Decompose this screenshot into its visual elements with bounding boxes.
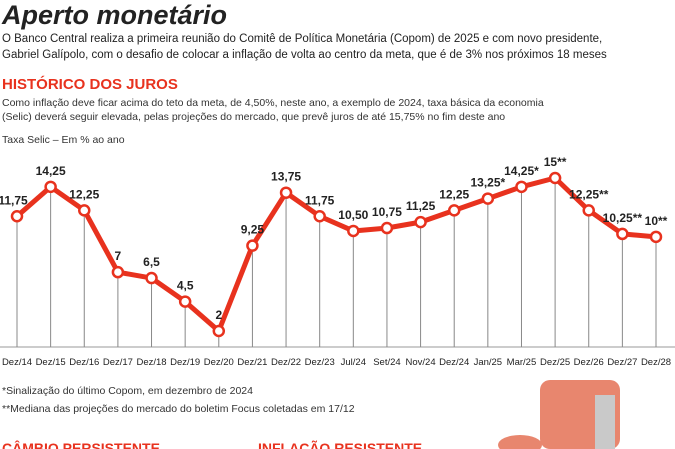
point — [616, 227, 629, 241]
footnote: **Mediana das projeções do mercado do bo… — [2, 403, 355, 415]
axis-label: Taxa Selic – Em % ao ano — [2, 134, 125, 146]
point — [212, 324, 226, 338]
x-tick-label: Dez/27 — [607, 357, 637, 368]
value-label: 10,75 — [372, 205, 402, 219]
point — [582, 204, 595, 217]
value-label: 11,75 — [305, 193, 335, 207]
point — [380, 221, 394, 235]
point — [481, 192, 495, 205]
x-tick-label: Jul/24 — [341, 357, 366, 368]
value-label: 11,75 — [0, 193, 28, 207]
x-tick-label: Dez/18 — [136, 357, 166, 368]
value-label: 6,5 — [143, 255, 160, 269]
section-heading: INFLAÇÃO RESISTENTE — [258, 439, 422, 449]
subtitle: (Selic) deverá seguir elevada, pelas pro… — [2, 111, 505, 123]
x-tick-label: Dez/25 — [540, 357, 570, 368]
point — [313, 210, 326, 223]
value-label: 12,25** — [569, 187, 609, 201]
section-title: HISTÓRICO DOS JUROS — [2, 75, 178, 93]
title: Aperto monetário — [1, 0, 227, 30]
x-tick-label: Dez/17 — [103, 357, 133, 368]
x-tick-label: Set/24 — [373, 357, 400, 368]
x-tick-label: Mar/25 — [507, 357, 537, 368]
value-label: 14,25 — [36, 164, 66, 178]
x-tick-label: Dez/19 — [170, 357, 200, 368]
value-label: 10,50 — [338, 208, 368, 222]
x-tick-label: Dez/26 — [574, 357, 604, 368]
point — [145, 271, 158, 285]
value-label: 15** — [544, 155, 567, 169]
point — [515, 180, 528, 194]
x-tick-label: Dez/22 — [271, 357, 301, 368]
value-label: 12,25 — [69, 187, 99, 201]
x-tick-label: Dez/15 — [36, 357, 66, 368]
subtitle: Como inflação deve ficar acima do teto d… — [2, 97, 544, 109]
x-tick-label: Dez/23 — [305, 357, 335, 368]
value-label: 7 — [115, 249, 122, 263]
value-label: 10** — [645, 214, 668, 228]
point — [347, 224, 360, 238]
value-label: 10,25** — [603, 211, 643, 225]
point — [246, 239, 259, 252]
plot: Dez/14 Dez/15 Dez/16 Dez/17 Dez/18 Dez/19 Dez/… — [0, 155, 675, 368]
point — [78, 204, 91, 217]
value-label: 13,25* — [470, 176, 505, 190]
point — [414, 215, 427, 229]
value-label: 12,25 — [439, 187, 469, 201]
intro: O Banco Central realiza a primeira reuni… — [2, 33, 602, 45]
value-label: 2 — [215, 308, 222, 322]
intro: Gabriel Galípolo, com o desafio de coloc… — [2, 49, 607, 61]
value-label: 13,75 — [271, 170, 301, 184]
point — [178, 295, 192, 308]
x-tick-label: Dez/20 — [204, 357, 234, 368]
point — [111, 265, 125, 279]
value-label: 14,25* — [504, 164, 539, 178]
decoration — [498, 435, 542, 449]
line — [15, 175, 657, 334]
x-tick-label: Nov/24 — [406, 357, 436, 368]
decoration — [595, 395, 615, 449]
x-tick-label: Dez/28 — [641, 357, 671, 368]
point — [447, 204, 461, 217]
value-label: 9,25 — [241, 223, 265, 237]
x-tick-label: Jan/25 — [474, 357, 503, 368]
point — [279, 186, 293, 199]
x-tick-label: Dez/24 — [439, 357, 469, 368]
point — [44, 180, 57, 194]
point — [10, 210, 24, 223]
value-label: 11,25 — [406, 199, 436, 213]
section-heading: CÂMBIO PERSISTENTE — [2, 439, 160, 449]
x-tick-label: Dez/14 — [2, 357, 32, 368]
x-tick-label: Dez/16 — [69, 357, 99, 368]
footnote: *Sinalização do último Copom, em dezembr… — [2, 385, 253, 397]
point — [548, 171, 562, 185]
value-label: 4,5 — [177, 279, 194, 293]
x-tick-label: Dez/21 — [237, 357, 267, 368]
point — [649, 230, 663, 244]
